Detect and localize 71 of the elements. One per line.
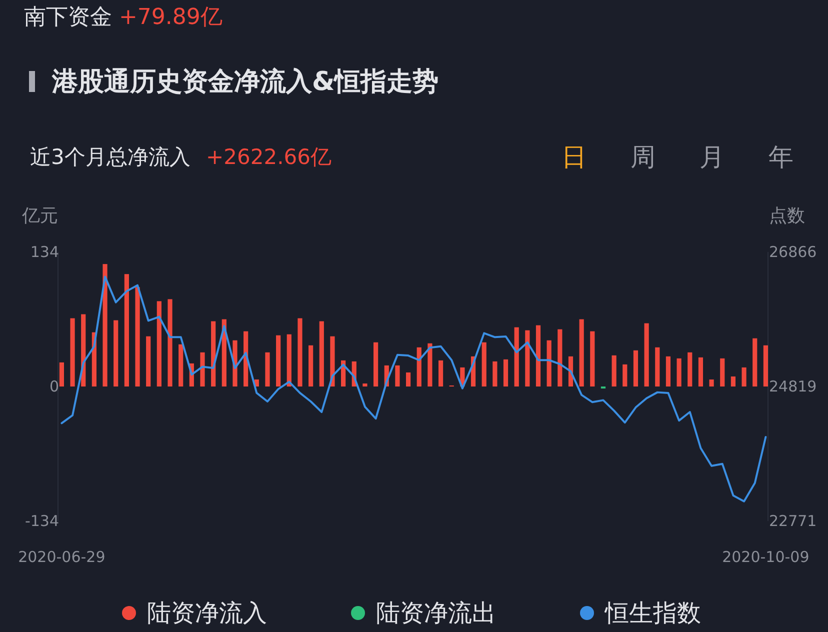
text: 南下资金 +79.89亿 [24, 4, 222, 30]
bar [178, 344, 184, 386]
line-series [60, 276, 767, 502]
bar [362, 383, 368, 386]
bar [730, 376, 736, 386]
x-tick-label: 2020-06-29 [18, 548, 106, 566]
bar [428, 343, 432, 386]
bar [59, 362, 64, 386]
bar [676, 358, 682, 386]
bar [612, 355, 616, 386]
text: 周 [630, 142, 656, 172]
bar [200, 352, 205, 386]
bar [633, 350, 638, 386]
bar [265, 352, 270, 386]
y-tick-label: -134 [24, 512, 59, 530]
text: 日 [562, 142, 586, 172]
bar [70, 318, 75, 386]
bar [114, 320, 118, 386]
bar [298, 318, 302, 386]
y-tick-label: 134 [30, 243, 59, 261]
bar [168, 299, 172, 386]
bar [752, 338, 758, 386]
bar [276, 335, 281, 386]
y2-tick-label: 22771 [769, 512, 817, 530]
bar [211, 321, 216, 386]
legend-label: 陆资净流入 [147, 599, 267, 627]
bar [416, 347, 422, 386]
bar [102, 264, 108, 386]
bar [146, 336, 151, 386]
y2-tick-label: 24819 [769, 377, 817, 396]
text: 月 [700, 142, 724, 172]
bar [525, 330, 530, 386]
y2-tick-label: 26866 [769, 243, 817, 261]
bar [688, 352, 692, 386]
bar [124, 274, 129, 386]
bar [319, 321, 324, 386]
bar [492, 361, 498, 386]
bar [536, 325, 541, 386]
bar [763, 345, 768, 386]
bar [503, 359, 508, 386]
x-tick-label: 2020-10-09 [722, 548, 810, 566]
y-tick-label: 0 [49, 378, 59, 396]
y2-axis-title: 点数 [769, 206, 805, 226]
bar [514, 327, 519, 386]
bar [622, 364, 628, 386]
bar [406, 372, 411, 386]
bar [308, 345, 314, 386]
bar [286, 334, 292, 386]
bar [590, 331, 595, 386]
chart-title: 港股通历史资金净流入&恒指走势 [51, 67, 439, 97]
chart-subtitle: 近3个月总净流入 +2622.66亿 [30, 145, 332, 169]
y-axis-title: 亿元 [21, 206, 58, 226]
bar [666, 356, 671, 386]
bar [135, 287, 140, 386]
bar [655, 347, 660, 386]
bar [395, 365, 400, 386]
bar [742, 367, 746, 386]
bar [709, 379, 714, 386]
bar [546, 340, 552, 386]
bar [373, 342, 378, 386]
bar [558, 329, 562, 386]
legend-label: 恒生指数 [604, 599, 701, 627]
bar [720, 358, 725, 386]
bar [156, 301, 162, 386]
bar [698, 357, 704, 386]
bar [579, 319, 584, 386]
bar [644, 323, 649, 386]
bar [438, 360, 444, 386]
legend-label: 陆资净流出 [376, 599, 496, 627]
text: 年 [768, 142, 794, 172]
bar [482, 342, 486, 386]
